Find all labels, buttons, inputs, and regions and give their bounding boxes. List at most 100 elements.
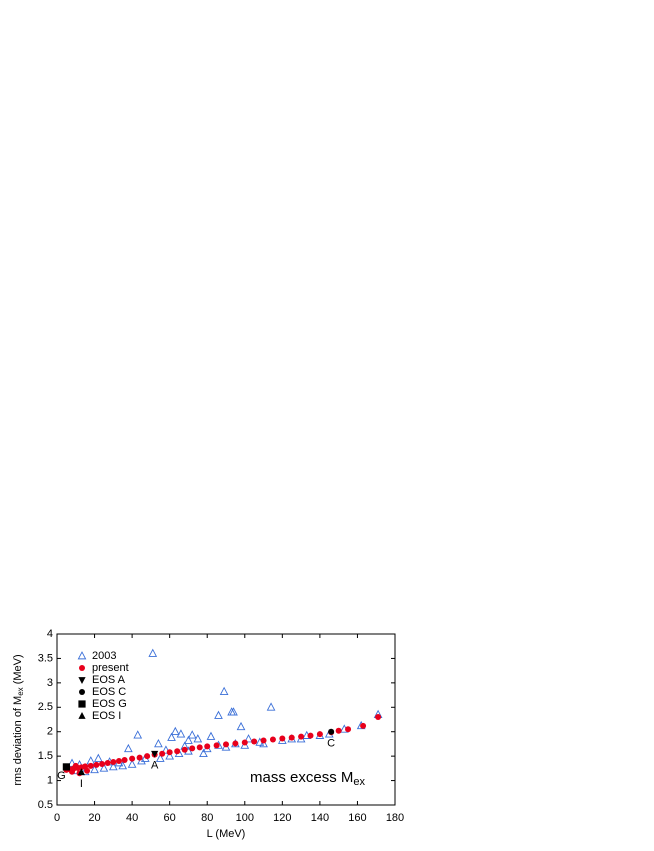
plot-frame [56,633,396,806]
point [62,763,70,771]
legend-label: EOS G [92,698,127,710]
x-tick-label: 180 [386,812,404,824]
point [136,754,143,761]
annotation: mass excess Mex [250,769,365,788]
point [167,732,176,741]
point [335,727,342,734]
y-label-text: rms deviation of M [12,696,24,786]
legend-label: present [92,662,129,674]
point [184,735,193,744]
point [223,741,229,748]
y-tick-label: 1.5 [38,750,53,762]
legend-marker [78,677,86,684]
point [219,686,229,695]
point [170,726,180,736]
point [345,726,352,733]
point [260,737,267,744]
point [77,768,86,776]
point-label: I [80,778,83,790]
point [72,762,79,769]
point [93,761,100,768]
point [181,746,188,753]
point [259,739,268,748]
annotation-sub: ex [353,776,365,788]
point [288,734,295,741]
point [84,767,91,774]
point [165,751,175,760]
x-tick-label: 120 [273,812,291,824]
point [104,759,111,766]
point [187,730,197,739]
point [86,756,96,765]
point [196,744,203,751]
point [375,714,382,721]
point [144,753,151,760]
point [174,748,181,755]
y-tick-label: 4 [47,628,53,640]
point [118,760,128,770]
y-tick-label: 0.5 [38,799,53,811]
x-tick-label: 140 [311,812,329,824]
point [307,732,314,739]
legend-marker [79,689,85,695]
point [328,728,335,735]
point [155,753,165,762]
point [232,740,239,747]
point [99,763,109,772]
point [115,758,122,765]
y-axis-label: rms deviation of Mex (MeV) [12,654,25,785]
point [121,757,128,764]
point [151,750,159,758]
legend-marker [77,651,87,660]
point [154,739,163,748]
annotation-text: mass excess M [250,769,353,786]
y-label-rest: (MeV) [12,654,24,687]
y-tick-label: 3.5 [38,652,53,664]
y-tick-label: 2.5 [38,701,53,713]
point [279,735,286,742]
y-tick-label: 1 [47,774,53,786]
point [236,721,246,731]
point [99,760,106,767]
point [266,702,276,711]
legend-label: EOS I [92,710,121,722]
y-tick-label: 3 [47,677,53,689]
point [213,742,220,749]
point [176,729,186,738]
point [87,762,94,769]
x-tick-label: 80 [201,812,213,824]
point [90,764,99,774]
point [129,755,136,762]
x-tick-label: 40 [126,812,138,824]
point [214,710,223,719]
point [204,743,211,750]
x-tick-label: 160 [348,812,366,824]
point [244,734,253,743]
point [93,753,103,762]
x-tick-label: 20 [88,812,100,824]
x-tick-label: 60 [164,812,176,824]
point [269,736,276,743]
point [251,738,258,745]
legend-marker [78,700,86,708]
y-label-sub: ex [16,687,25,695]
x-tick-label: 0 [54,812,60,824]
y-tick-label: 2 [47,726,53,738]
point [127,759,137,768]
point [206,731,216,740]
point [316,731,323,738]
x-axis-label: L (MeV) [207,828,246,840]
point [189,745,196,752]
legend-label: 2003 [92,650,116,662]
point [159,750,166,757]
point [69,768,76,775]
point-label: C [327,738,335,750]
point [166,749,173,756]
point [110,759,117,766]
legend-marker [79,665,85,671]
legend-marker [78,712,86,719]
legend-label: EOS C [92,686,126,698]
point [241,739,248,746]
point [124,743,133,753]
